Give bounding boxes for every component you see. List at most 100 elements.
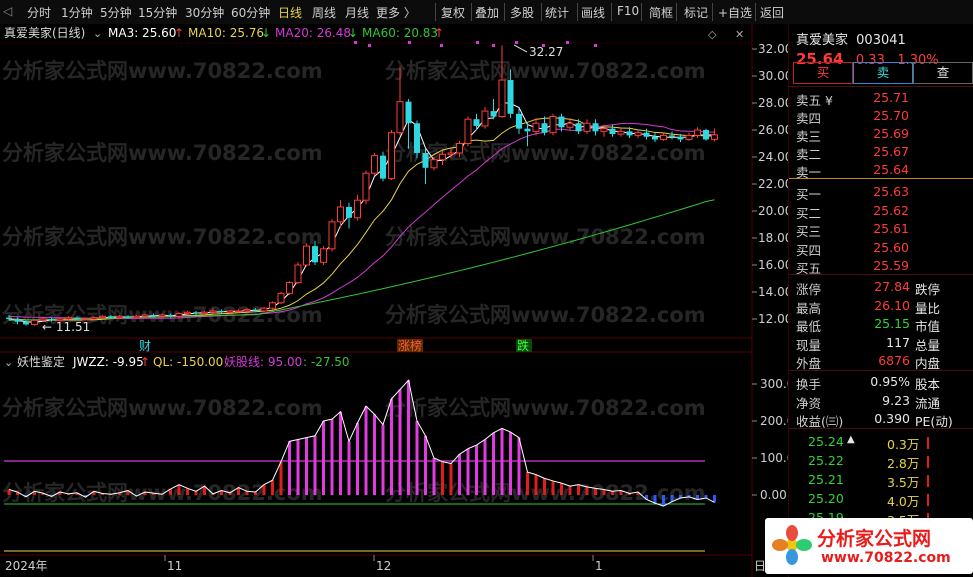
- stat-label: 换手: [796, 377, 822, 392]
- indicator-axis: 300.0 200.0 100.0 0.00: [752, 377, 788, 502]
- tick-volume: 2.8万: [887, 456, 920, 471]
- ask-price: 25.71: [873, 90, 909, 105]
- stat-label-2: 市值: [915, 319, 941, 334]
- stock-code: 003041: [856, 33, 906, 48]
- svg-text:分析家公式网www.70822.com: 分析家公式网www.70822.com: [2, 225, 323, 249]
- svg-text:分析家公式网www.70822.com: 分析家公式网www.70822.com: [385, 396, 706, 420]
- tool-button-9[interactable]: 返回: [760, 6, 785, 20]
- ask-label: 卖四: [796, 111, 822, 126]
- scroll-left-icon[interactable]: ◁: [3, 4, 13, 18]
- close-icon[interactable]: ✕: [735, 28, 744, 41]
- high-price-label: 32.27: [529, 45, 563, 59]
- stat-label: 外盘: [796, 356, 822, 371]
- ma3-arrow: ↑: [174, 26, 184, 40]
- marker-zhangbang[interactable]: 涨榜: [398, 338, 422, 353]
- stat-label-2: 量比: [915, 300, 941, 316]
- svg-text:分析家公式网www.70822.com: 分析家公式网www.70822.com: [2, 141, 323, 165]
- svg-text:分析家公式网www.70822.com: 分析家公式网www.70822.com: [2, 396, 323, 420]
- svg-text:分析家公式网www.70822.com: 分析家公式网www.70822.com: [385, 225, 706, 249]
- tick-price: 25.21: [808, 472, 844, 487]
- ma60-label: MA60: 20.83: [362, 26, 438, 40]
- bid-label: 买二: [796, 205, 822, 221]
- ma10-arrow: ↓: [261, 26, 271, 40]
- indicator-tick: 100.0: [760, 451, 788, 465]
- tool-button-6[interactable]: 简框: [649, 6, 674, 20]
- stat-label-2: 内盘: [915, 356, 941, 371]
- period-tab-5[interactable]: 60分钟: [231, 6, 271, 20]
- logo-title: 分析家公式网: [817, 528, 932, 550]
- ask-label: 卖五 ¥: [796, 93, 833, 108]
- indicator-name: 妖性鉴定: [17, 354, 65, 369]
- stat-value: 27.84: [874, 279, 910, 294]
- ask-price: 25.70: [873, 108, 909, 123]
- price-tick: 26.00: [758, 123, 788, 137]
- price-pct: 1.30%: [897, 53, 939, 68]
- svg-text:分析家公式网www.70822.com: 分析家公式网www.70822.com: [2, 59, 323, 83]
- stock-name: 真爱美家: [796, 33, 849, 48]
- chevron-down-icon[interactable]: ⌄: [93, 27, 102, 40]
- period-tab-2[interactable]: 5分钟: [100, 6, 132, 20]
- x-label-dec: 12: [376, 559, 391, 573]
- price-tick: 22.00: [758, 177, 788, 191]
- ma20-arrow: ↓: [348, 26, 358, 40]
- marker-cai[interactable]: 财: [139, 339, 151, 353]
- diamond-icon[interactable]: ◇: [708, 28, 717, 41]
- stat-value: 6876: [878, 353, 910, 368]
- tool-button-0[interactable]: 复权: [441, 6, 466, 20]
- buy-button[interactable]: 买: [793, 62, 853, 84]
- period-tab-7[interactable]: 周线: [312, 6, 337, 20]
- tick-price: 25.20: [808, 491, 844, 506]
- period-tab-8[interactable]: 月线: [345, 6, 370, 20]
- sell-button[interactable]: 卖: [853, 62, 913, 84]
- period-tab-3[interactable]: 15分钟: [138, 6, 178, 20]
- query-button[interactable]: 查: [913, 62, 973, 84]
- tool-button-8[interactable]: +自选: [718, 6, 753, 20]
- marker-die[interactable]: 跌: [517, 338, 529, 353]
- x-label-year: 2024年: [5, 559, 48, 573]
- tick-volume: 4.0万: [887, 494, 920, 509]
- price-axis: 32.00 30.00 28.00 26.00 24.00 22.00 20.00 18.00…: [752, 42, 788, 326]
- tick-price: 25.24: [808, 434, 844, 449]
- price-tick: 12.00: [758, 312, 788, 326]
- ql-value: QL: -150.00: [153, 355, 223, 369]
- yao-value: 妖股线: 95.00: [224, 355, 302, 369]
- stat-label-2: PE(动): [915, 414, 953, 429]
- price-tick: 30.00: [758, 69, 788, 83]
- last-price: 25.64: [796, 50, 844, 68]
- price-tick: 28.00: [758, 96, 788, 110]
- signal-dots: [354, 41, 597, 47]
- period-tab-4[interactable]: 30分钟: [185, 6, 225, 20]
- period-tab-0[interactable]: 分时: [27, 6, 52, 20]
- chevron-down-icon[interactable]: ⌄: [4, 356, 13, 369]
- price-tick: 18.00: [758, 231, 788, 245]
- tool-button-3[interactable]: 统计: [545, 6, 570, 20]
- period-toolbar: 分时 1分钟 5分钟 15分钟 30分钟 60分钟 日线 周线 月线 更多 〉 复权 叠加 多股 统计 画线…: [0, 0, 973, 25]
- period-tab-9[interactable]: 更多 〉: [376, 6, 416, 20]
- chart-title: 真爱美家(日线): [4, 25, 85, 40]
- kline-chart-area[interactable]: 分析家公式网www.70822.com 分析家公式网www.70822.com 分析…: [0, 24, 788, 577]
- stat-label: 现量: [796, 337, 822, 353]
- period-tab-6[interactable]: 日线: [278, 6, 303, 20]
- period-tab-1[interactable]: 1分钟: [61, 6, 93, 20]
- site-logo: 分析家公式网 www.70822.com: [765, 518, 973, 574]
- tool-button-5[interactable]: F10: [617, 4, 640, 18]
- stat-label-2: 股本: [915, 377, 941, 392]
- extra-value: : -27.50: [303, 355, 350, 369]
- ma20-label: MA20: 26.48: [275, 26, 351, 40]
- quote-panel: 真爱美家 003041 25.64 0.33 1.30% 买 卖 查 卖五 ¥ 2…: [765, 24, 973, 577]
- stat-label-2: 跌停: [915, 282, 941, 297]
- stat-label: 净资: [796, 395, 822, 411]
- stat-label: 涨停: [796, 282, 822, 297]
- jwzz-value: JWZZ: -9.95: [72, 355, 144, 369]
- tool-button-1[interactable]: 叠加: [475, 6, 500, 20]
- price-tick: 14.00: [758, 285, 788, 299]
- low-price-label: ← 11.51: [42, 320, 90, 334]
- tool-button-4[interactable]: 画线: [581, 6, 606, 20]
- tool-button-7[interactable]: 标记: [684, 6, 709, 20]
- bid-label: 买一: [796, 187, 822, 202]
- tool-button-2[interactable]: 多股: [510, 6, 535, 20]
- stat-label: 最低: [796, 319, 822, 334]
- up-arrow-icon: ▲: [847, 434, 855, 445]
- bid-price: 25.60: [873, 239, 909, 255]
- stat-value: 0.95%: [870, 374, 910, 389]
